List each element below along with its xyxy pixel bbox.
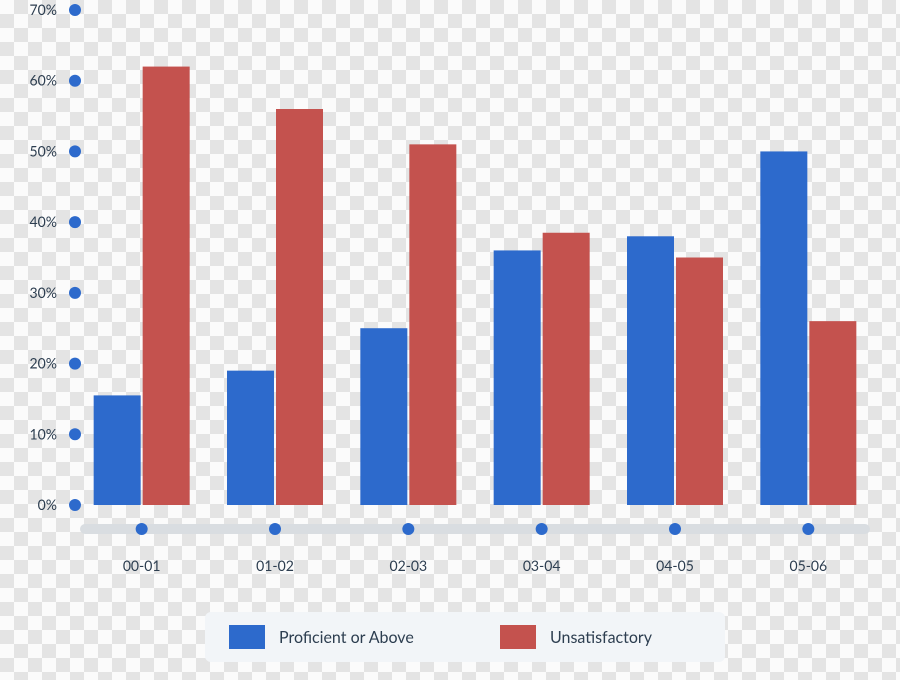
x-tick-dot <box>802 523 814 535</box>
x-tick-label: 03-04 <box>523 557 561 574</box>
y-tick-dot <box>69 499 81 511</box>
x-tick-dot <box>669 523 681 535</box>
y-tick-label: 30% <box>30 284 57 301</box>
x-tick-dot <box>536 523 548 535</box>
y-tick-label: 10% <box>30 425 57 442</box>
bar-unsatisfactory <box>143 67 190 505</box>
y-tick-label: 40% <box>30 213 57 230</box>
bar-proficient-or-above <box>760 151 807 505</box>
y-tick-dot <box>69 428 81 440</box>
x-tick-dot <box>269 523 281 535</box>
y-tick-dot <box>69 358 81 370</box>
x-tick-label: 04-05 <box>656 557 694 574</box>
bar-proficient-or-above <box>494 250 541 505</box>
legend-label: Unsatisfactory <box>550 628 653 647</box>
x-tick-label: 00-01 <box>123 557 161 574</box>
bar-proficient-or-above <box>94 395 141 505</box>
y-tick-dot <box>69 216 81 228</box>
y-tick-label: 0% <box>38 496 57 513</box>
y-tick-label: 60% <box>30 72 57 89</box>
x-tick-dot <box>402 523 414 535</box>
bar-unsatisfactory <box>276 109 323 505</box>
bar-unsatisfactory <box>409 144 456 505</box>
x-tick-label: 02-03 <box>389 557 427 574</box>
y-tick-dot <box>69 75 81 87</box>
y-tick-label: 50% <box>30 142 57 159</box>
y-tick-dot <box>69 145 81 157</box>
legend-swatch <box>229 625 265 649</box>
bar-proficient-or-above <box>627 236 674 505</box>
x-tick-label: 05-06 <box>789 557 827 574</box>
bar-proficient-or-above <box>227 371 274 505</box>
y-tick-label: 70% <box>30 1 57 18</box>
grouped-bar-chart: 0% 10% 20% 30% 40% 50% 60% 70% 00-01 01-02 02-03 03… <box>0 0 900 680</box>
y-tick-label: 20% <box>30 355 57 372</box>
x-tick-label: 01-02 <box>256 557 294 574</box>
chart-container: 0% 10% 20% 30% 40% 50% 60% 70% 00-01 01-02 02-03 03… <box>0 0 900 680</box>
bar-unsatisfactory <box>543 233 590 505</box>
bar-unsatisfactory <box>676 258 723 506</box>
legend-label: Proficient or Above <box>279 628 414 647</box>
y-tick-dot <box>69 4 81 16</box>
y-tick-dot <box>69 287 81 299</box>
x-tick-dot <box>136 523 148 535</box>
bar-proficient-or-above <box>360 328 407 505</box>
bar-unsatisfactory <box>809 321 856 505</box>
legend-swatch <box>500 625 536 649</box>
